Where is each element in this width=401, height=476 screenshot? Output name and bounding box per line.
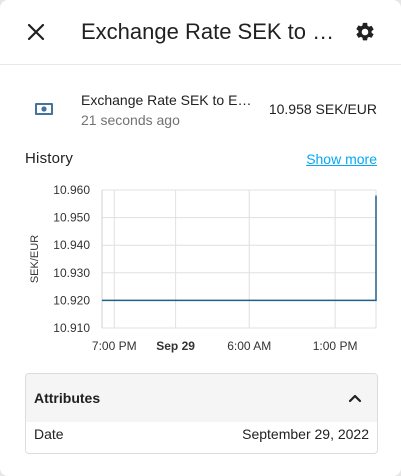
chart-y-tick-label: 10.910 [53, 321, 90, 335]
chart-x-tick-label: 6:00 AM [227, 339, 271, 353]
chart-y-tick-label: 10.920 [53, 293, 90, 307]
chart-y-tick-label: 10.950 [53, 211, 90, 225]
attribute-value: September 29, 2022 [242, 426, 369, 442]
attributes-panel: Attributes Date September 29, 2022 [25, 373, 378, 454]
show-more-link[interactable]: Show more [306, 151, 377, 167]
dialog-title: Exchange Rate SEK to EUR [81, 19, 341, 44]
attributes-title: Attributes [34, 390, 101, 406]
chart-y-tick-label: 10.960 [53, 183, 90, 197]
chart-x-tick-label: Sep 29 [156, 339, 195, 353]
dialog-header: Exchange Rate SEK to EUR [0, 0, 401, 65]
attribute-key: Date [34, 426, 64, 442]
chevron-up-icon [345, 388, 365, 408]
entity-last-changed: 21 seconds ago [81, 112, 180, 128]
cash-icon [35, 103, 53, 115]
chart-x-tick-label: 7:00 PM [92, 339, 137, 353]
settings-button[interactable] [353, 20, 377, 44]
chart-y-axis-label: SEK/EUR [29, 235, 41, 283]
close-button[interactable] [24, 20, 48, 44]
gear-icon [356, 22, 374, 41]
attribute-row-date: Date September 29, 2022 [26, 422, 377, 452]
close-icon [27, 23, 45, 41]
entity-name: Exchange Rate SEK to EUR [81, 92, 253, 108]
chart-x-tick-label: 1:00 PM [313, 339, 358, 353]
history-chart-svg: 10.960 10.950 10.940 10.930 10.920 10.910 7:0… [29, 183, 377, 353]
attributes-header[interactable]: Attributes [26, 374, 377, 422]
chart-y-tick-label: 10.940 [53, 238, 90, 252]
entity-state: 10.958 SEK/EUR [268, 101, 377, 117]
history-chart: 10.960 10.950 10.940 10.930 10.920 10.910 7:0… [0, 170, 401, 370]
chart-series-line [102, 195, 377, 302]
entity-row: Exchange Rate SEK to EUR 21 seconds ago … [0, 84, 401, 134]
history-title: History [25, 150, 74, 167]
chart-y-tick-label: 10.930 [53, 266, 90, 280]
